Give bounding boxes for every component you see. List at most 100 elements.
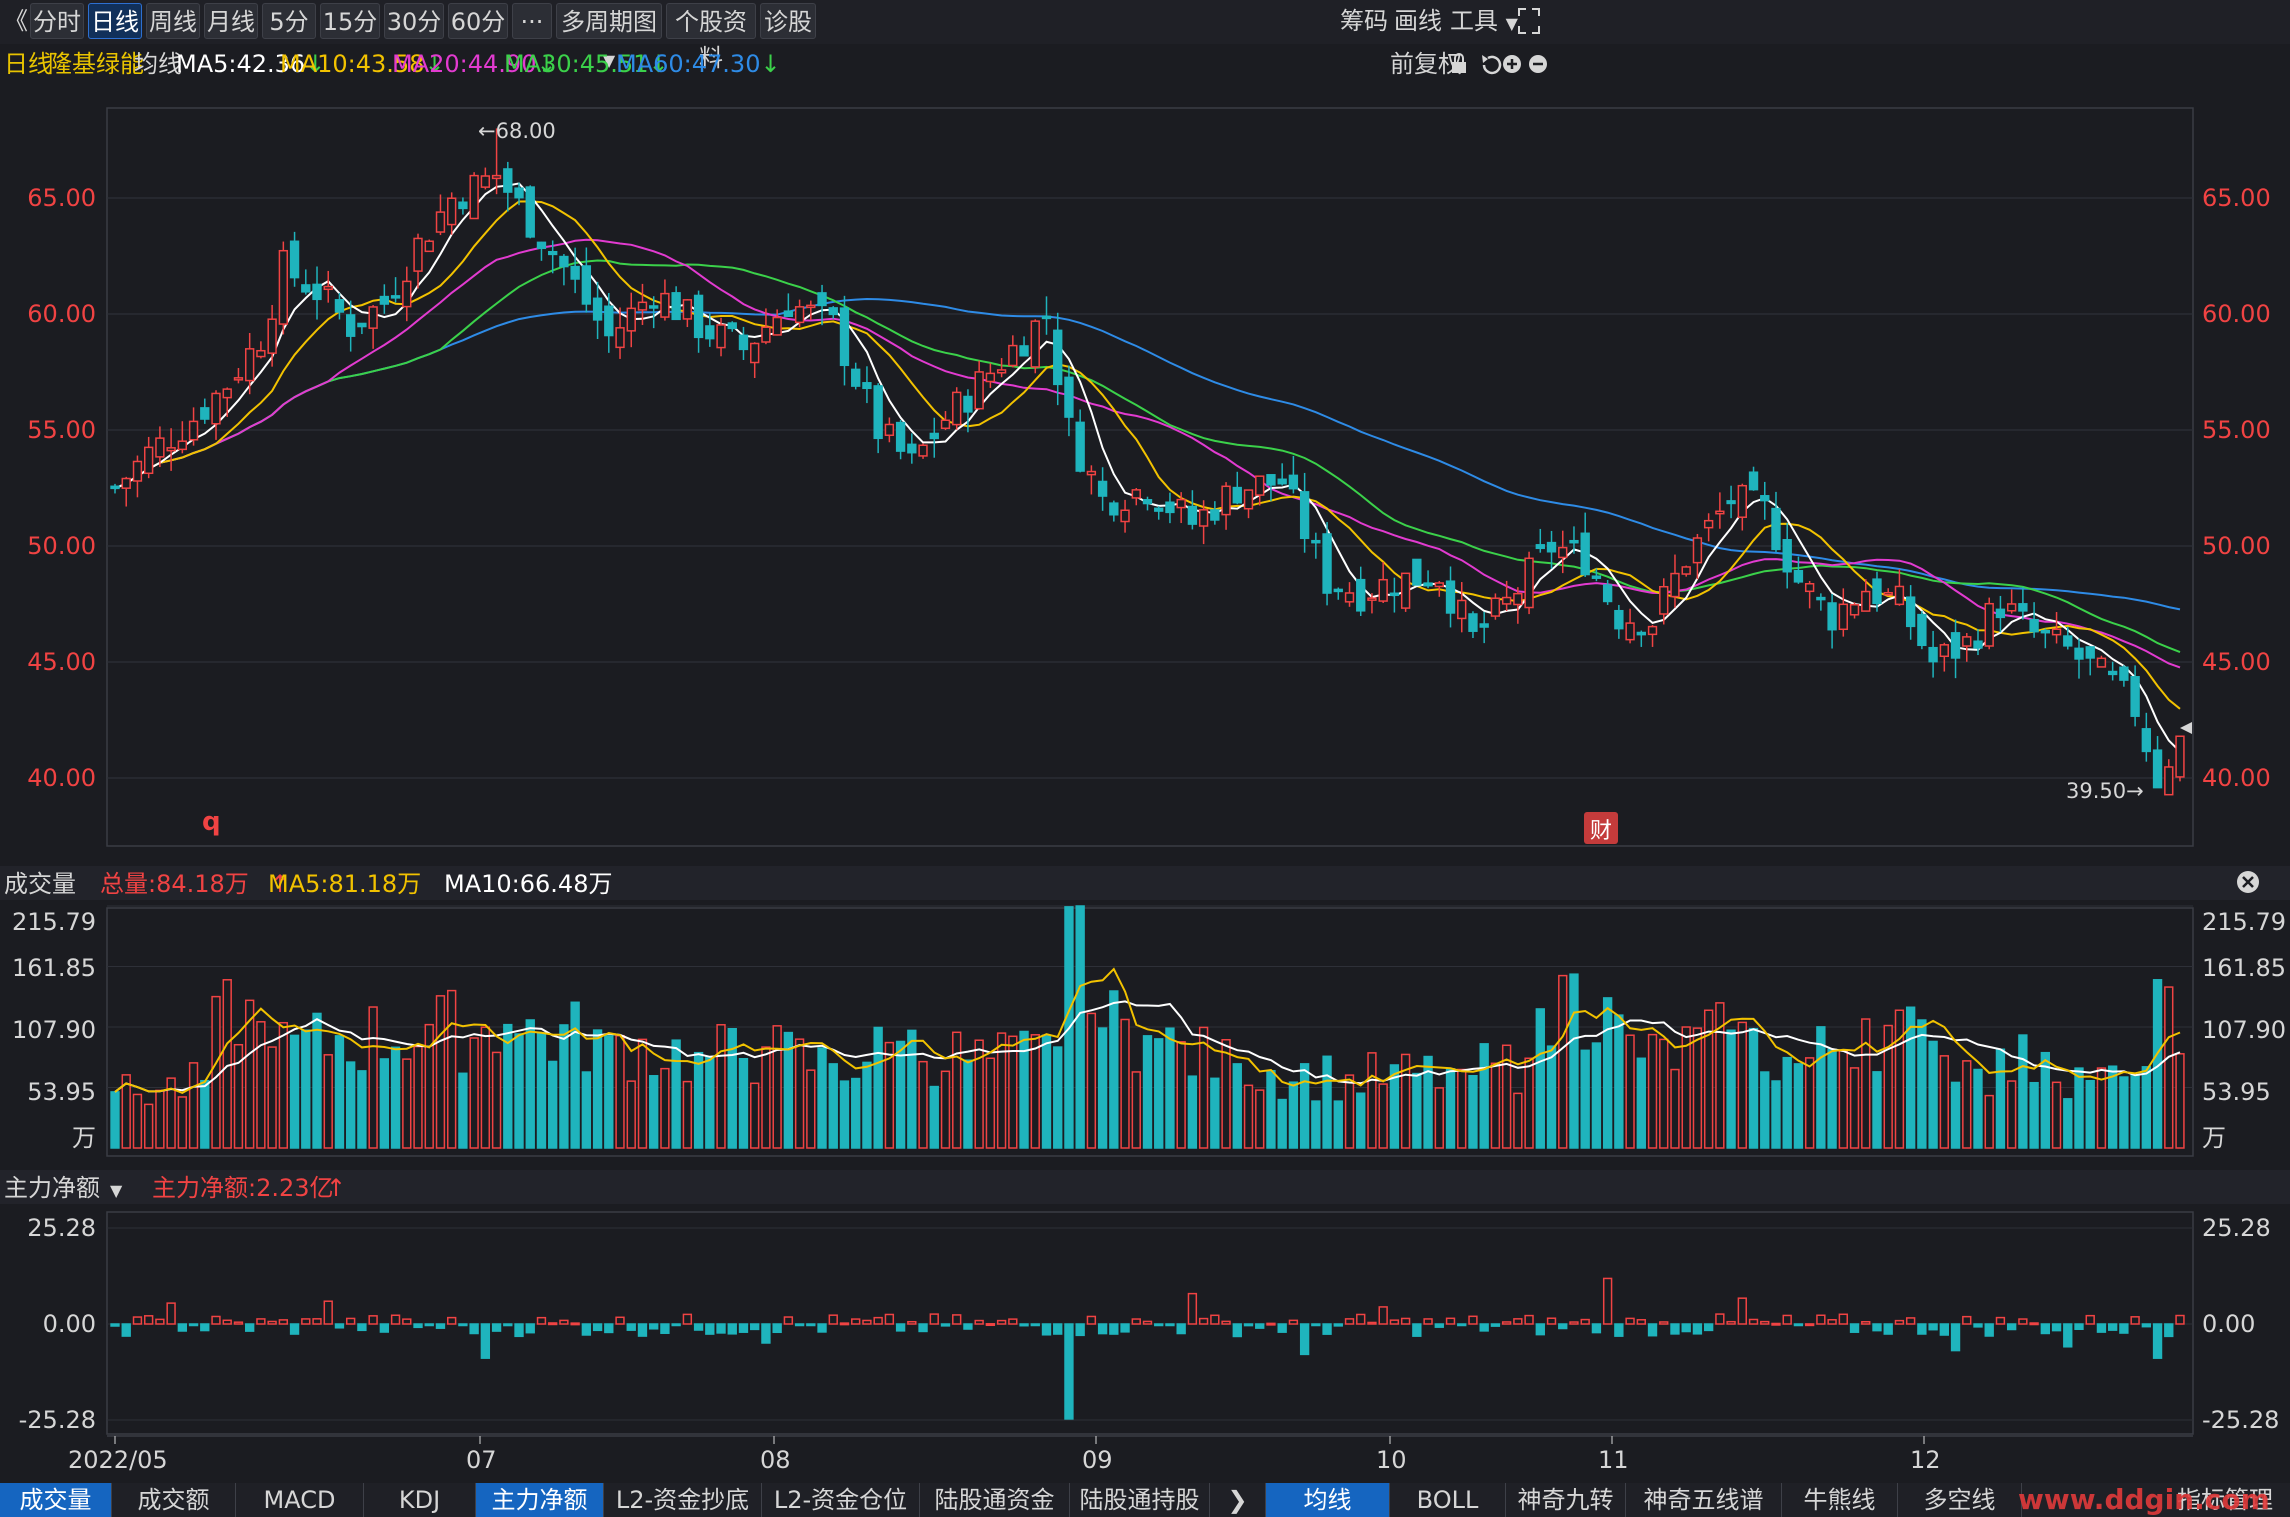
fullscreen-icon[interactable]	[1518, 8, 1540, 34]
flow-bar-in	[1221, 1320, 1231, 1325]
tab-bull-bear-line[interactable]: 牛熊线	[1782, 1483, 1898, 1517]
candle-down	[705, 325, 715, 340]
candle-up	[267, 318, 277, 354]
zoom-in-icon[interactable]	[1503, 55, 1521, 73]
flow-bar-out	[1322, 1323, 1332, 1335]
adjust-mode[interactable]: 前复权	[1390, 50, 1462, 78]
tab-magic-nine[interactable]: 神奇九转	[1506, 1483, 1626, 1517]
flow-bar-out	[110, 1323, 120, 1327]
arrow-down-icon: ↓	[305, 50, 326, 78]
flow-bar-out	[2006, 1323, 2017, 1331]
volume-bar-down	[2040, 1051, 2051, 1149]
tab-60min[interactable]: 60分	[448, 3, 508, 39]
more-periods-button[interactable]: ···	[512, 3, 552, 39]
flow-bar-out	[1928, 1323, 1938, 1331]
tab-macd[interactable]: MACD	[236, 1483, 364, 1517]
diagnose-button[interactable]: 诊股	[760, 3, 816, 39]
date-tick: 10	[1376, 1446, 1407, 1474]
volume-bar-up	[1647, 1033, 1658, 1149]
volume-bar-down	[1726, 1029, 1736, 1149]
tab-magic-five-lines[interactable]: 神奇五线谱	[1626, 1483, 1782, 1517]
multi-period-dropdown[interactable]: 多周期图 ▼	[556, 3, 662, 70]
flow-bar-in	[1816, 1314, 1826, 1325]
candle-up	[1457, 599, 1467, 620]
candle-up	[1962, 636, 1972, 647]
zoom-out-icon[interactable]	[1529, 55, 1547, 73]
candle-up	[1670, 572, 1680, 598]
volume-bar-down	[458, 1072, 468, 1149]
flow-bar-out	[738, 1323, 749, 1333]
tab-volume[interactable]: 成交量	[0, 1483, 112, 1517]
close-icon[interactable]	[2237, 871, 2259, 893]
tab-l2-bottom-fishing[interactable]: L2-资金抄底	[604, 1483, 762, 1517]
candle-up	[637, 301, 648, 311]
flow-bar-out	[1849, 1323, 1860, 1333]
candle-up	[1558, 546, 1568, 559]
indicator-management-button[interactable]: 指标管理	[2177, 1486, 2273, 1514]
volume-bar-up	[985, 1057, 996, 1149]
price-panel[interactable]: 65.00 60.00 55.00 50.00 45.00 40.00 65.0…	[27, 107, 2271, 847]
ma20-value: MA20:44.90↓	[392, 46, 557, 82]
ma20-line	[114, 238, 2181, 669]
tab-zhouxian[interactable]: 周线	[146, 3, 200, 39]
flow-bar-in	[346, 1317, 356, 1325]
chevron-down-icon[interactable]: ▼	[110, 1181, 123, 1200]
candle-up	[435, 211, 446, 233]
volume-bar-up	[1243, 1084, 1254, 1149]
tab-turnover[interactable]: 成交额	[112, 1483, 236, 1517]
ma-label[interactable]: 均线	[134, 50, 182, 78]
tab-fenshi[interactable]: 分时	[30, 3, 84, 39]
undo-icon[interactable]	[1482, 55, 1502, 75]
ma60-text: MA60:47.30	[616, 50, 761, 78]
flow-title[interactable]: 主力净额	[4, 1174, 100, 1202]
flow-bar-in	[1838, 1313, 1848, 1325]
tab-kdj[interactable]: KDJ	[364, 1483, 476, 1517]
candle-down	[1445, 580, 1456, 614]
volume-panel[interactable]: 成交量 总量:84.18万 ↑ MA5:81.18万 MA10:66.48万 2…	[0, 866, 2290, 1157]
chip-distribution-button[interactable]: 筹码	[1340, 7, 1388, 35]
tab-long-short-line[interactable]: 多空线	[1898, 1483, 2022, 1517]
flow-bar-in	[1771, 1322, 1781, 1326]
tab-ma[interactable]: 均线	[1266, 1483, 1390, 1517]
flow-bar-in	[1367, 1321, 1377, 1325]
volume-bar-down	[1322, 1055, 1332, 1149]
candle-up	[918, 444, 928, 457]
flow-bar-in	[1131, 1318, 1141, 1325]
tab-hk-connect-flow[interactable]: 陆股通资金	[920, 1483, 1070, 1517]
volume-bar-up	[435, 995, 446, 1149]
volume-bar-up	[368, 1006, 378, 1149]
flow-bar-in	[873, 1316, 883, 1325]
volume-bar-down	[1905, 1006, 1916, 1149]
volume-bar-down	[862, 1061, 872, 1149]
volume-bar-down	[1950, 1081, 1961, 1149]
flow-bar-in	[323, 1300, 333, 1325]
tools-menu[interactable]: 工具 ▼	[1450, 3, 1518, 39]
flow-panel[interactable]: 主力净额 ▼ 主力净额:2.23亿 ↑ 25.28 0.00 -25.28 25…	[0, 1170, 2290, 1435]
event-marker[interactable]: q	[202, 807, 221, 837]
scroll-right-icon[interactable]: ❯	[1210, 1483, 1266, 1517]
chevron-down-icon: ▼	[1505, 14, 1518, 33]
draw-line-button[interactable]: 画线	[1394, 7, 1442, 35]
tab-yuexian[interactable]: 月线	[204, 3, 258, 39]
candle-down	[873, 385, 883, 440]
finance-badge[interactable]: 财	[1590, 819, 1612, 844]
tab-15min[interactable]: 15分	[320, 3, 380, 39]
tab-5min[interactable]: 5分	[262, 3, 316, 39]
candle-down	[548, 250, 558, 256]
tab-l2-position[interactable]: L2-资金仓位	[762, 1483, 920, 1517]
stock-profile-button[interactable]: 个股资料	[666, 3, 756, 72]
volume-bar-down	[357, 1070, 367, 1149]
candle-down	[851, 368, 861, 387]
lock-icon[interactable]	[1452, 53, 1466, 73]
candle-down	[1580, 532, 1590, 576]
tab-hk-connect-holding[interactable]: 陆股通持股	[1070, 1483, 1210, 1517]
candle-down	[2141, 728, 2152, 753]
candle-down	[1928, 646, 1938, 663]
tab-main-flow[interactable]: 主力净额	[476, 1483, 604, 1517]
tab-rixian[interactable]: 日线	[88, 3, 142, 39]
collapse-left-icon[interactable]: 《	[4, 7, 28, 35]
volume-bar-down	[1917, 1019, 1927, 1149]
flow-bar-in	[447, 1316, 457, 1325]
tab-boll[interactable]: BOLL	[1390, 1483, 1506, 1517]
tab-30min[interactable]: 30分	[384, 3, 444, 39]
